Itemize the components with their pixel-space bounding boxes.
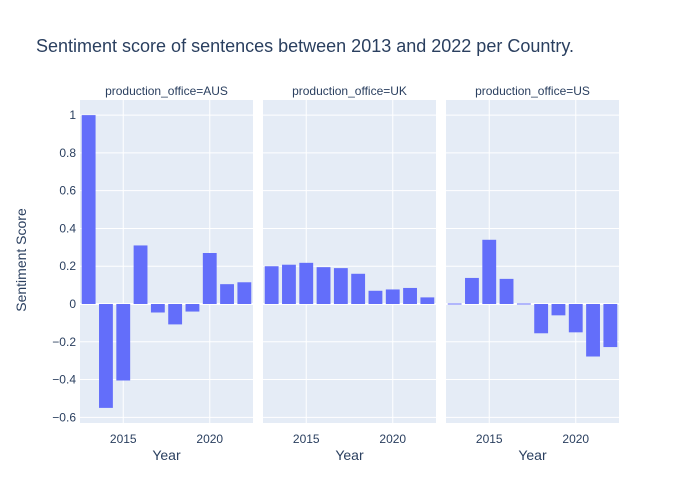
y-tick-label: 0.8 bbox=[59, 146, 76, 160]
bar bbox=[385, 289, 400, 304]
facet-panel: production_office=US 2015 2020 Year bbox=[446, 84, 619, 463]
bar bbox=[403, 287, 417, 304]
y-tick-label: 0.4 bbox=[59, 221, 76, 235]
bar bbox=[81, 115, 96, 304]
bar bbox=[351, 273, 366, 304]
y-tick-label: −0.2 bbox=[52, 335, 76, 349]
bar bbox=[168, 304, 183, 325]
bar bbox=[264, 266, 279, 304]
x-axis-label: Year bbox=[335, 447, 364, 463]
bar bbox=[447, 303, 462, 305]
x-tick-label: 2020 bbox=[562, 432, 589, 446]
bar bbox=[220, 284, 234, 304]
bar bbox=[420, 297, 435, 304]
bar bbox=[185, 304, 200, 312]
bar bbox=[282, 264, 296, 304]
x-tick-label: 2020 bbox=[379, 432, 406, 446]
y-tick-label: 1 bbox=[69, 108, 76, 122]
bar bbox=[534, 304, 549, 334]
bar bbox=[116, 304, 131, 381]
x-tick-label: 2015 bbox=[293, 432, 320, 446]
bar bbox=[150, 304, 165, 313]
bar bbox=[568, 304, 583, 333]
y-tick-label: 0.2 bbox=[59, 259, 76, 273]
x-tick-label: 2015 bbox=[110, 432, 137, 446]
plot-background bbox=[263, 100, 436, 423]
chart-title: Sentiment score of sentences between 201… bbox=[36, 36, 574, 56]
y-tick-label: −0.4 bbox=[52, 373, 76, 387]
bar bbox=[133, 245, 148, 304]
x-tick-label: 2015 bbox=[476, 432, 503, 446]
y-tick-label: 0 bbox=[69, 297, 76, 311]
bar bbox=[516, 303, 531, 305]
bar bbox=[202, 253, 217, 304]
facet-label: production_office=UK bbox=[292, 84, 407, 98]
x-axis-label: Year bbox=[152, 447, 181, 463]
bar bbox=[299, 262, 314, 304]
bar bbox=[586, 304, 600, 357]
bar bbox=[603, 304, 618, 348]
facet-label: production_office=US bbox=[475, 84, 590, 98]
x-axis-label: Year bbox=[518, 447, 547, 463]
bar bbox=[368, 290, 383, 304]
bar bbox=[333, 268, 348, 304]
facet-label: production_office=AUS bbox=[105, 84, 228, 98]
y-axis-label: Sentiment Score bbox=[13, 208, 29, 312]
bar bbox=[237, 282, 252, 304]
plot-background bbox=[446, 100, 619, 423]
bar bbox=[482, 239, 497, 304]
facet-panel: production_office=AUS 2015 2020 Year 1 0.8 0.6… bbox=[52, 84, 253, 463]
bar bbox=[99, 304, 113, 408]
bar bbox=[551, 304, 566, 316]
bar bbox=[465, 277, 479, 304]
bar bbox=[316, 267, 331, 304]
y-tick-label: −0.6 bbox=[52, 410, 76, 424]
y-tick-label: 0.6 bbox=[59, 184, 76, 198]
facet-panel: production_office=UK 2015 2020 Year bbox=[263, 84, 436, 463]
bar bbox=[499, 278, 514, 304]
x-tick-label: 2020 bbox=[196, 432, 223, 446]
